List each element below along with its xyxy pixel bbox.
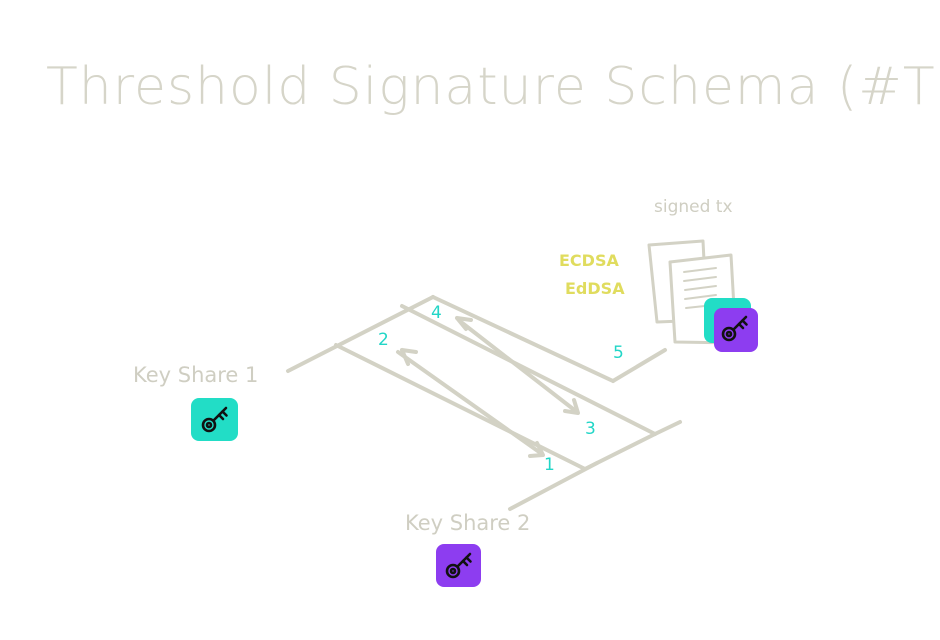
page-title: Threshold Signature Schema (#TSS) [46, 57, 940, 117]
key-share-2-label: Key Share 2 [405, 511, 530, 535]
arrow-step-1 [396, 350, 544, 456]
channel-to-signed-tx [611, 348, 667, 383]
step-number-4: 4 [431, 303, 442, 323]
combined-key-swatch-purple [714, 308, 758, 352]
key-share-1-label: Key Share 1 [133, 363, 258, 387]
arrow-step-4-head [455, 316, 473, 331]
document-line [683, 276, 717, 282]
channel-lower-edge [334, 343, 587, 471]
channel-right-tail [653, 420, 682, 436]
document-line [683, 267, 717, 273]
arrow-step-3 [459, 320, 579, 414]
arrows [396, 316, 580, 458]
step-number-1: 1 [544, 455, 555, 475]
combined-key-badge [704, 298, 758, 352]
arrow-step-1-head [528, 441, 545, 458]
step-number-3: 3 [585, 419, 596, 439]
document-icon [647, 239, 738, 345]
document-line [684, 285, 717, 291]
channel-middle-edge [400, 304, 657, 436]
arrow-step-3-head [563, 398, 580, 415]
step-number-2: 2 [378, 330, 389, 350]
signed-tx-label: signed tx [654, 197, 733, 217]
key-share-1-badge [191, 398, 238, 441]
channel-upper-edge [431, 295, 615, 383]
key-share-2-badge [436, 544, 481, 587]
arrow-step-2-head [400, 348, 418, 366]
channel-bottom-edge [508, 461, 599, 511]
algorithm-ecdsa: ECDSA [559, 251, 619, 270]
algorithm-eddsa: EdDSA [565, 279, 625, 298]
document-line [684, 294, 717, 300]
channel-lines [286, 295, 682, 511]
step-number-5: 5 [613, 343, 624, 363]
